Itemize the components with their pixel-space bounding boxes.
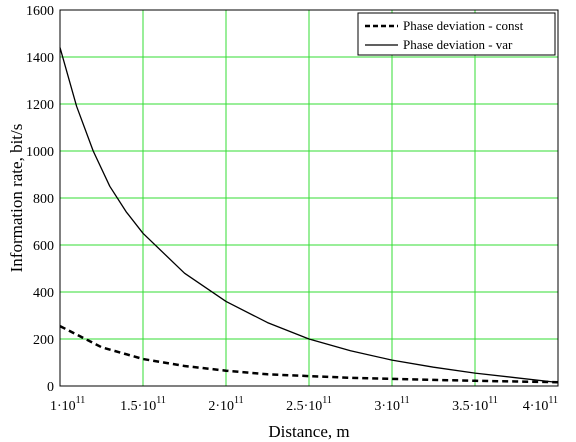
x-tick-labels: 1·1011 1.5·1011 2·1011 2.5·1011 3·1011 3.5·10… xyxy=(50,395,558,414)
y-tick-label: 1200 xyxy=(26,98,54,113)
legend-box xyxy=(357,12,556,56)
x-tick-label: 3·1011 xyxy=(374,395,409,414)
series-layer xyxy=(59,47,559,384)
series-line-var xyxy=(59,47,559,384)
x-tick-label: 1·1011 xyxy=(50,395,85,414)
y-tick-label: 1400 xyxy=(26,51,54,66)
y-tick-label: 800 xyxy=(33,192,54,207)
plot-frame xyxy=(59,9,559,387)
x-axis-title: Distance, m xyxy=(268,422,349,441)
legend-label-const: Phase deviation - const xyxy=(403,18,524,33)
x-tick-label: 2.5·1011 xyxy=(286,395,332,414)
x-tick-label: 2·1011 xyxy=(208,395,243,414)
legend: Phase deviation - const Phase deviation … xyxy=(357,12,556,56)
legend-label-var: Phase deviation - var xyxy=(403,37,513,52)
y-tick-labels: 0 200 400 600 800 1000 1200 1400 1600 xyxy=(26,4,54,395)
y-tick-label: 600 xyxy=(33,239,54,254)
y-tick-label: 1000 xyxy=(26,145,54,160)
x-tick-label: 1.5·1011 xyxy=(120,395,166,414)
y-tick-label: 1600 xyxy=(26,4,54,19)
y-tick-label: 200 xyxy=(33,333,54,348)
y-tick-label: 0 xyxy=(47,380,54,395)
x-tick-label: 4·1011 xyxy=(523,395,558,414)
x-tick-label: 3.5·1011 xyxy=(452,395,498,414)
series-line-const xyxy=(59,324,559,384)
y-tick-label: 400 xyxy=(33,286,54,301)
y-axis-title: Information rate, bit/s xyxy=(7,124,26,273)
